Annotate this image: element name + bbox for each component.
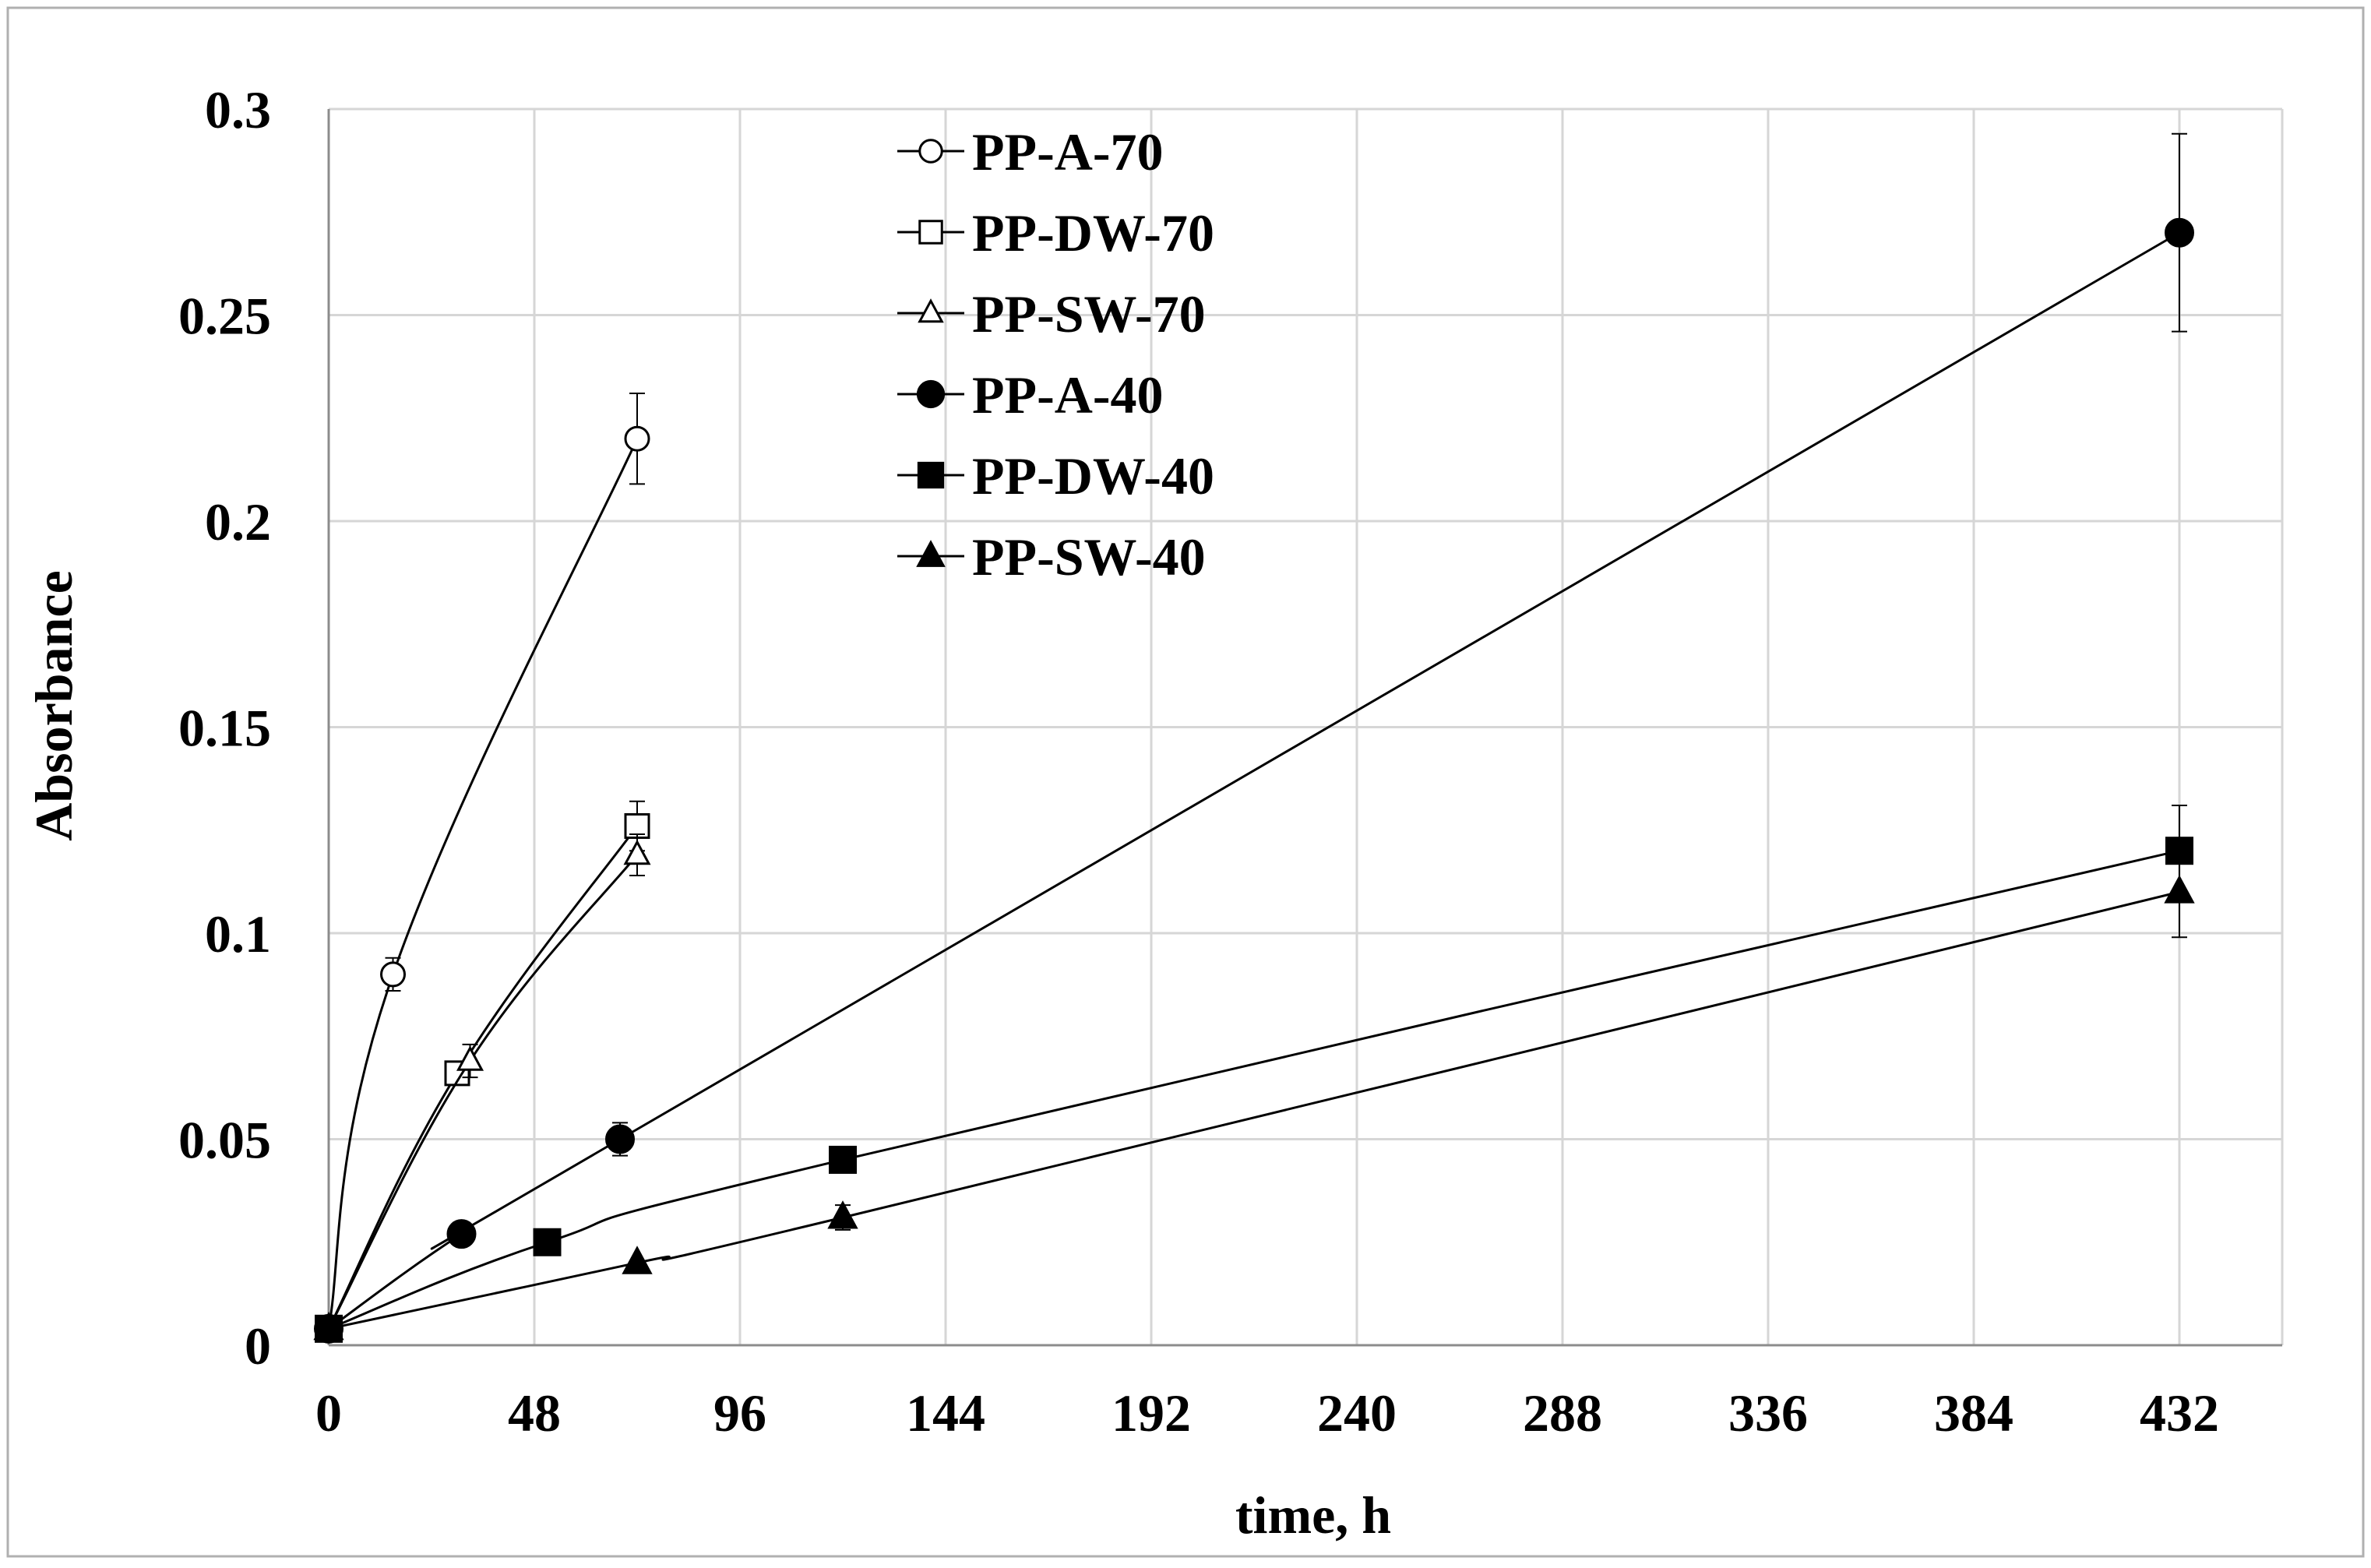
x-tick-label: 0	[315, 1383, 342, 1443]
data-point-pp-sw-40	[827, 1200, 858, 1229]
series-line-pp-sw-40	[328, 890, 2180, 1330]
legend-marker-pp-dw-40	[917, 461, 945, 489]
legend-marker-pp-sw-40	[916, 540, 946, 567]
legend-label-pp-a-70: PP-A-70	[972, 122, 1163, 181]
legend-marker-pp-dw-70	[918, 220, 943, 245]
legend-item-pp-dw-70: PP-DW-70	[897, 203, 1214, 263]
series-line-pp-a-70	[327, 438, 639, 1330]
x-tick-label: 192	[1112, 1383, 1191, 1443]
y-tick-label: 0.1	[205, 904, 271, 964]
data-point-pp-sw-70	[456, 1045, 484, 1071]
legend-label-pp-sw-70: PP-SW-70	[972, 284, 1206, 344]
x-tick-label: 384	[1934, 1383, 2013, 1443]
x-tick-label: 144	[906, 1383, 985, 1443]
y-tick-label: 0.15	[178, 699, 271, 758]
series-line-pp-dw-40	[328, 849, 2180, 1330]
x-tick-label: 240	[1317, 1383, 1397, 1443]
data-point-pp-a-70	[624, 425, 650, 452]
x-tick-label: 48	[508, 1383, 561, 1443]
y-tick-label: 0	[245, 1316, 271, 1376]
data-point-pp-sw-40	[2164, 875, 2195, 904]
data-point-pp-a-40	[446, 1219, 477, 1249]
data-point-pp-a-40	[2165, 217, 2194, 248]
legend-label-pp-a-40: PP-A-40	[972, 365, 1163, 425]
series-group	[313, 132, 2195, 1344]
legend-item-pp-a-40: PP-A-40	[897, 365, 1163, 425]
legend-item-pp-dw-40: PP-DW-40	[897, 446, 1214, 506]
x-tick-label: 288	[1523, 1383, 1602, 1443]
legend-marker-pp-a-40	[916, 379, 946, 409]
legend-label-pp-dw-40: PP-DW-40	[972, 446, 1214, 506]
legend-label-pp-sw-40: PP-SW-40	[972, 527, 1206, 587]
data-point-pp-dw-40	[533, 1228, 562, 1256]
legend-marker-pp-a-70	[918, 139, 943, 164]
legend-item-pp-sw-40: PP-SW-40	[897, 527, 1206, 587]
y-tick-label: 0.25	[178, 287, 271, 346]
data-point-pp-dw-40	[829, 1145, 857, 1174]
data-point-pp-a-70	[380, 961, 406, 988]
x-axis-title: time, h	[1235, 1485, 1391, 1545]
series-pp-sw-40	[313, 845, 2195, 1341]
legend-label-pp-dw-70: PP-DW-70	[972, 203, 1214, 263]
x-tick-label: 336	[1728, 1383, 1808, 1443]
legend-item-pp-sw-70: PP-SW-70	[897, 284, 1206, 344]
x-tick-label: 96	[713, 1383, 766, 1443]
data-point-pp-sw-70	[623, 839, 651, 865]
data-point-pp-sw-40	[313, 1311, 344, 1341]
y-tick-label: 0.2	[205, 492, 271, 551]
axes: 0 48 96 144 192 240 288 336 384 432 0 0.05 0.1 0.15 0.…	[178, 80, 2282, 1443]
legend-item-pp-a-70: PP-A-70	[897, 122, 1163, 181]
x-tick-label: 432	[2140, 1383, 2219, 1443]
data-point-pp-sw-40	[622, 1246, 653, 1274]
legend-marker-pp-sw-70	[918, 298, 944, 323]
y-tick-label: 0.05	[178, 1111, 271, 1170]
legend: PP-A-70 PP-DW-70 PP-SW-70 PP-A-40 PP-DW-40 PP…	[897, 122, 1214, 587]
y-axis-title: Absorbance	[24, 570, 83, 841]
y-tick-label: 0.3	[205, 80, 271, 139]
data-point-pp-a-40	[605, 1124, 635, 1154]
